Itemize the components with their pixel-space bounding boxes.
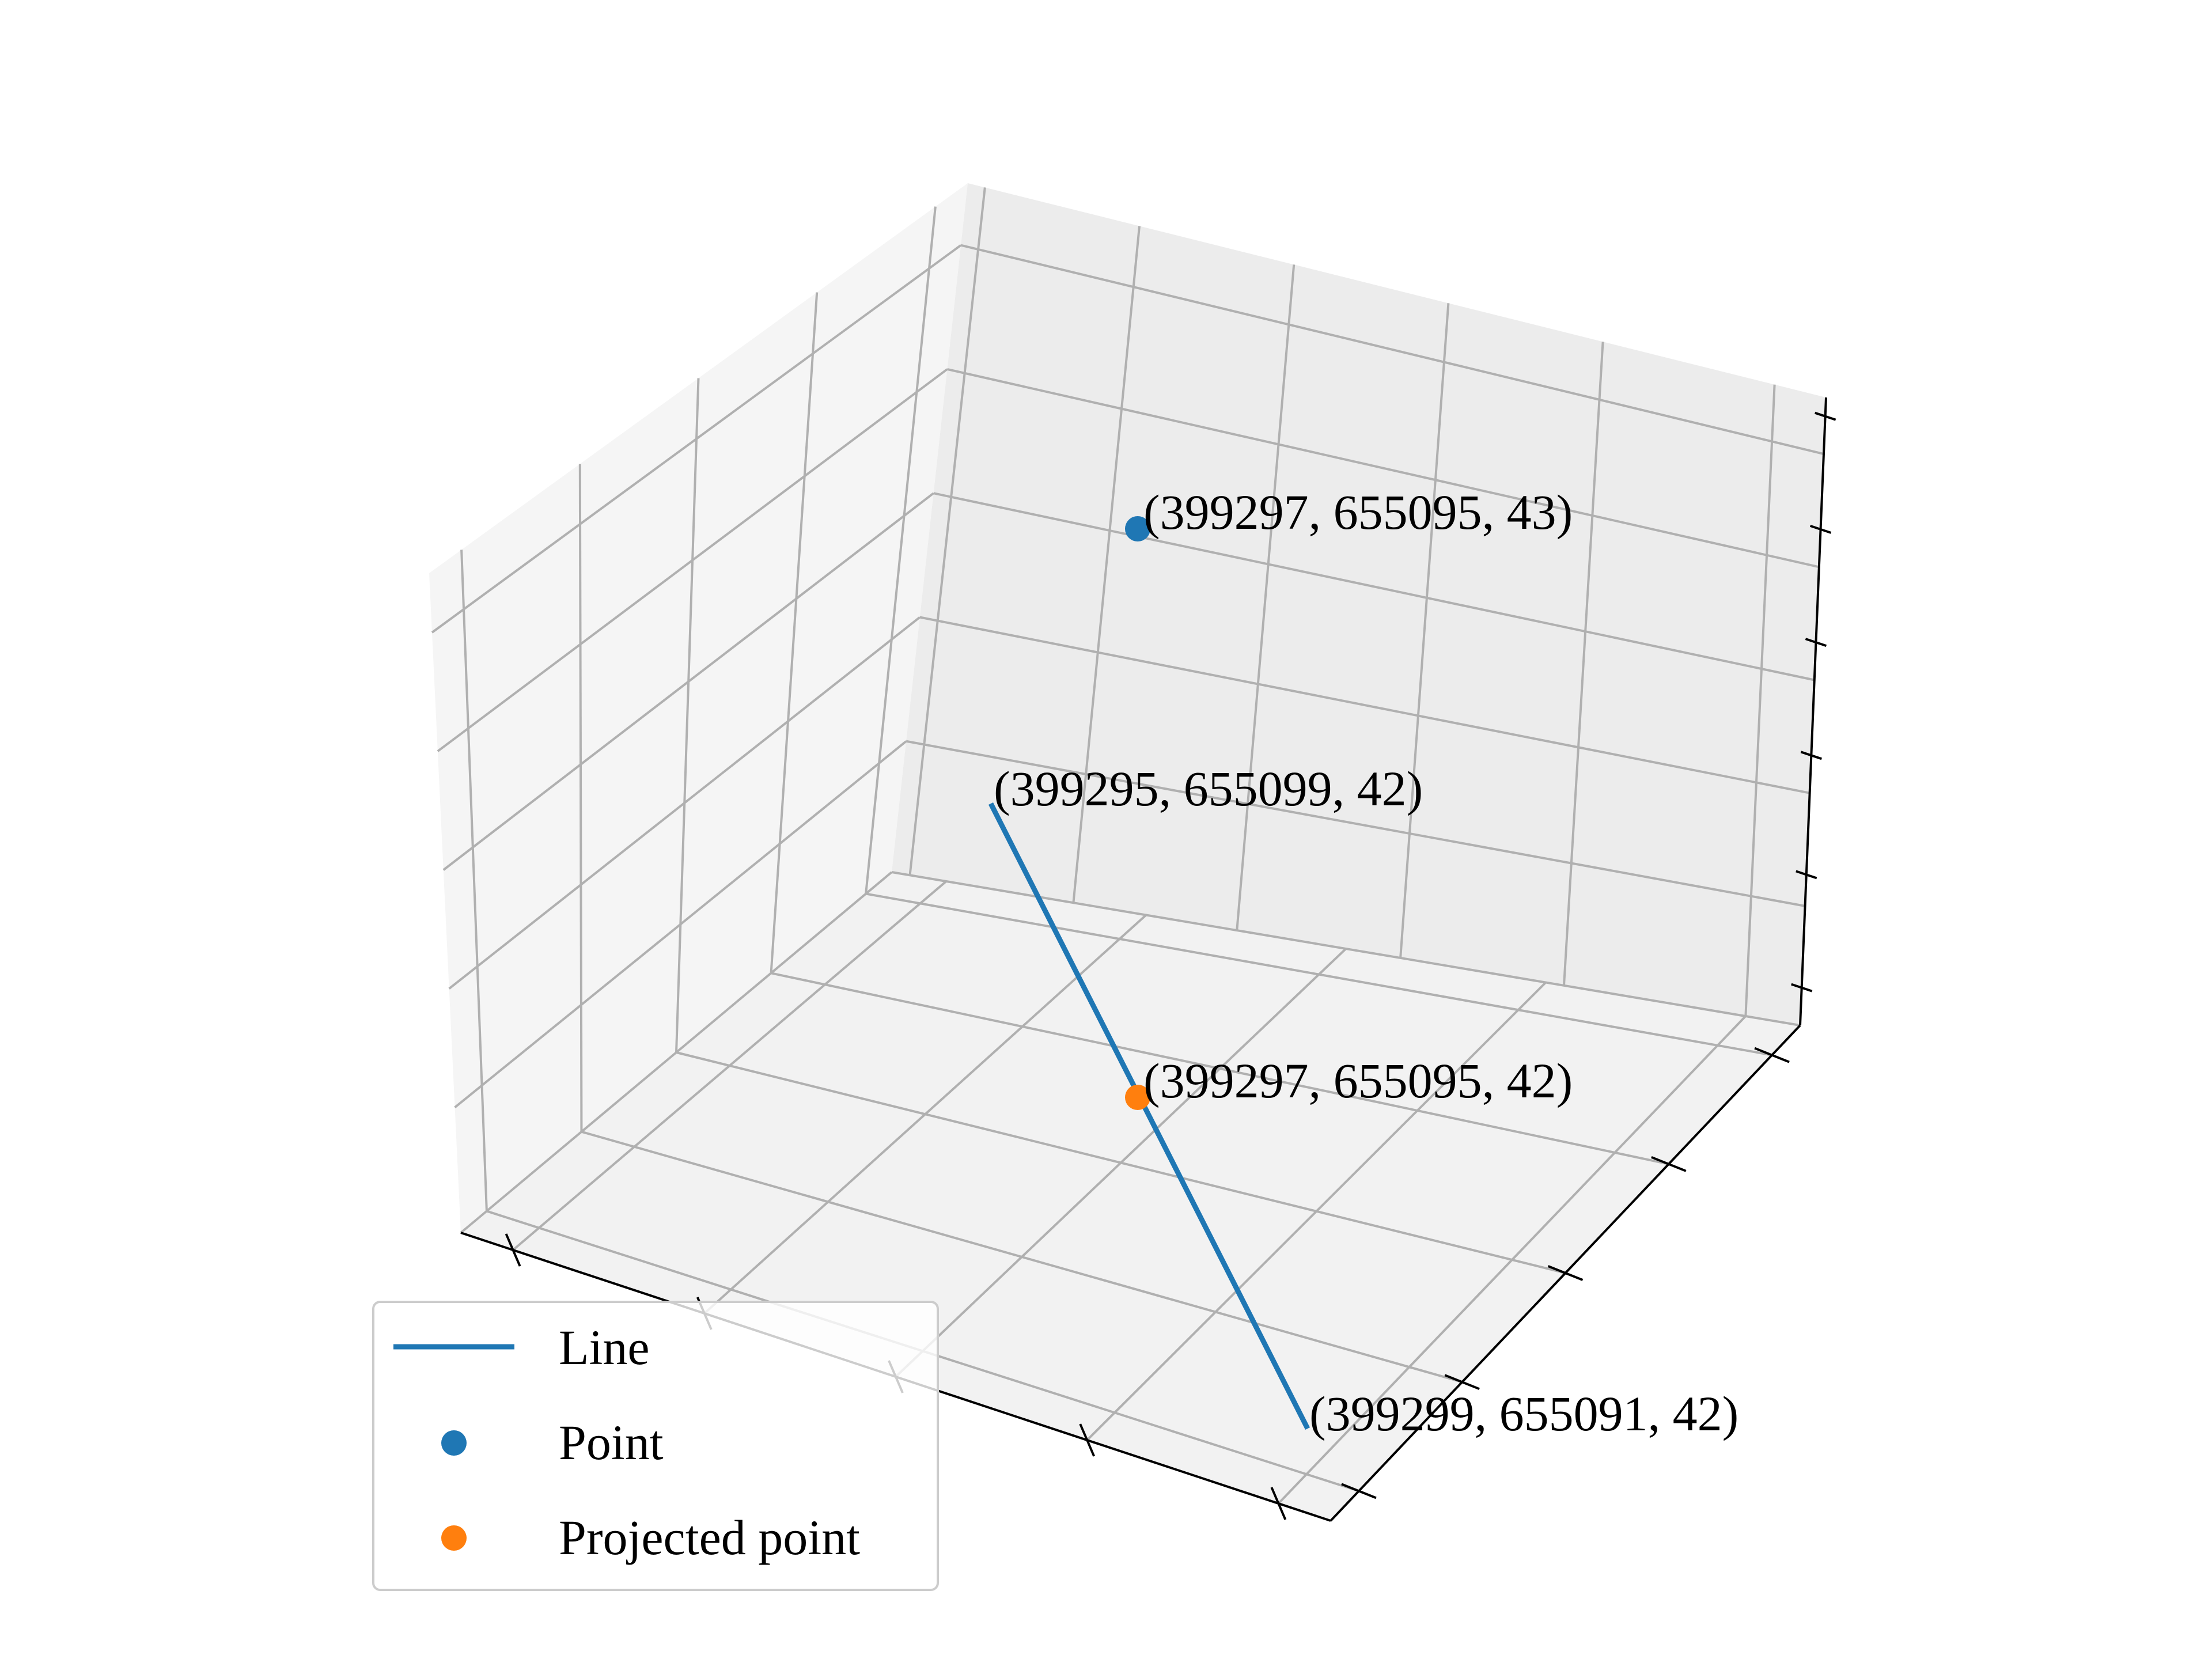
grid-back-line <box>933 492 1815 681</box>
grid-left-line <box>460 550 488 1211</box>
z-axis-tick <box>1809 525 1832 534</box>
grid-floor-line <box>771 972 1669 1165</box>
grid-left-line <box>675 378 700 1053</box>
grid-back-line <box>891 871 1801 1027</box>
axis-panes <box>429 183 1826 1521</box>
z-axis-tick <box>1796 870 1817 880</box>
grid-left-line <box>770 292 819 974</box>
grid-left-line <box>865 206 937 894</box>
legend-box <box>372 1301 939 1591</box>
grid-back-line <box>960 244 1824 456</box>
y-axis-tick <box>1651 1156 1687 1172</box>
grid-back-line <box>946 368 1820 569</box>
z-axis-line <box>1799 397 1827 1026</box>
grid-back-line <box>908 187 986 876</box>
grid-floor-line <box>865 892 1772 1056</box>
x-axis-tick <box>1270 1487 1287 1520</box>
grid-left-line <box>460 871 893 1234</box>
grid-left-line <box>448 616 921 990</box>
grid-left-line <box>578 464 583 1132</box>
y-axis-tick <box>1444 1374 1480 1391</box>
legend-projected-swatch <box>441 1525 467 1551</box>
legend-point-swatch <box>441 1430 467 1456</box>
annotation-line-end: (399299, 655091, 42) <box>1309 1386 1738 1441</box>
z-axis-tick <box>1805 638 1827 647</box>
annotation-line-start: (399295, 655099, 42) <box>994 761 1423 816</box>
legend-label-line: Line <box>559 1320 650 1375</box>
z-axis-tick <box>1815 411 1836 421</box>
y-axis-tick <box>1341 1483 1377 1499</box>
z-axis-tick <box>1800 751 1822 760</box>
legend: Line Point Projected point <box>372 1301 939 1591</box>
annotation-projected: (399297, 655095, 42) <box>1143 1053 1573 1108</box>
grid-back-line <box>1236 264 1296 931</box>
x-axis-tick <box>505 1233 521 1267</box>
grid-floor-line <box>581 1130 1463 1384</box>
series-line <box>988 802 1310 1430</box>
back-pane <box>892 183 1826 1025</box>
grid-back-line <box>1562 342 1604 986</box>
legend-label-point: Point <box>559 1415 664 1470</box>
grid-back-line <box>1744 384 1776 1017</box>
legend-label-projected: Projected point <box>559 1510 860 1565</box>
grid-left-line <box>442 492 934 871</box>
y-axis-tick <box>1547 1265 1584 1281</box>
grid-left-line <box>437 368 948 752</box>
series-projected-point <box>1125 1085 1150 1110</box>
floor-pane <box>461 872 1800 1521</box>
left-pane <box>429 183 968 1233</box>
grid-lines <box>431 187 1824 1505</box>
grid-left-line <box>454 740 907 1109</box>
grid-left-line <box>431 244 962 634</box>
grid-back-line <box>919 616 1810 794</box>
grid-back-line <box>906 740 1805 907</box>
series-point <box>1125 516 1150 541</box>
grid-back-line <box>1399 303 1450 959</box>
z-axis-tick <box>1791 983 1813 993</box>
grid-floor-line <box>676 1051 1566 1274</box>
x-axis-tick <box>1079 1423 1096 1457</box>
grid-back-line <box>1072 226 1141 903</box>
annotation-point: (399297, 655095, 43) <box>1143 484 1573 540</box>
y-axis-tick <box>1754 1047 1790 1063</box>
